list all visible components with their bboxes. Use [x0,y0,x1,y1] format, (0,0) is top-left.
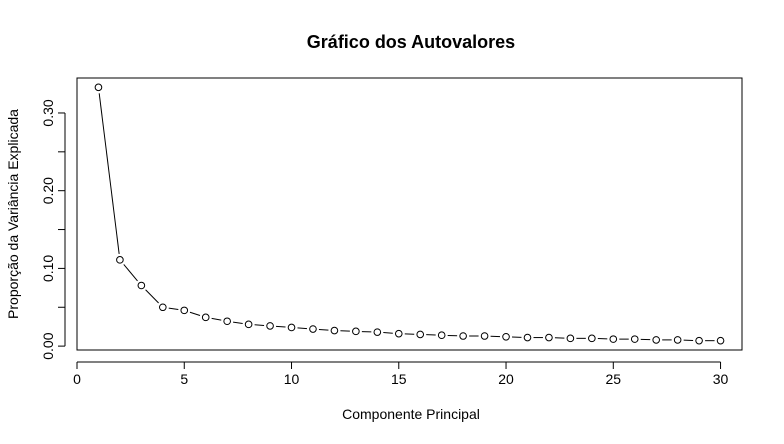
series-segment [297,327,308,330]
x-tick-label: 15 [391,371,407,387]
data-point [309,325,317,333]
data-point [287,323,296,332]
data-point [545,333,553,342]
data-point [94,83,103,92]
y-axis: 0.00 0.10 0.20 0.30 [40,99,66,360]
data-point [159,303,167,312]
data-point [609,335,618,343]
series-layer [94,83,725,345]
data-point [566,334,575,343]
data-point [523,333,532,342]
y-axis-label: Proporção da Variância Explicada [5,109,21,319]
data-point [673,336,682,344]
y-tick-label: 0.30 [40,99,56,126]
series-segment [98,93,120,254]
series-segment [276,325,286,328]
data-point [244,320,253,329]
data-point [394,329,403,338]
plot-frame [76,77,743,351]
series-segment [318,328,329,331]
series-segment [254,324,265,326]
data-point [630,335,639,343]
series-segment [189,311,201,316]
data-point [201,313,210,322]
series-segment [123,264,138,282]
data-point [437,331,446,340]
series-segment [233,321,243,324]
series-segment [168,307,179,311]
data-point [180,306,189,315]
data-point [373,328,382,336]
data-point [352,327,360,336]
x-tick-label: 0 [73,371,81,387]
series-segment [145,289,159,304]
chart-title: Gráfico dos Autovalores [307,32,515,52]
data-point [480,332,489,340]
data-point [223,317,231,326]
x-tick-label: 25 [606,371,622,387]
x-tick-label: 20 [498,371,514,387]
data-point [416,330,425,339]
data-point [266,322,274,330]
data-point [137,281,146,290]
x-tick-label: 10 [284,371,300,387]
x-axis-label: Componente Principal [342,406,480,422]
y-tick-label: 0.20 [40,177,56,204]
x-tick-label: 5 [180,371,188,387]
data-point [588,334,596,343]
y-tick-label: 0.10 [40,255,56,282]
series-segment [211,317,222,321]
data-point [502,332,510,341]
x-axis: 0 5 10 15 20 25 30 [73,361,729,387]
data-point [459,332,467,340]
y-tick-label: 0.00 [40,332,56,359]
x-tick-label: 30 [713,371,729,387]
data-point [652,336,660,344]
data-point [716,336,725,345]
data-point [116,256,124,264]
data-point [695,336,703,345]
data-point [330,326,339,335]
series-segment [383,332,393,334]
